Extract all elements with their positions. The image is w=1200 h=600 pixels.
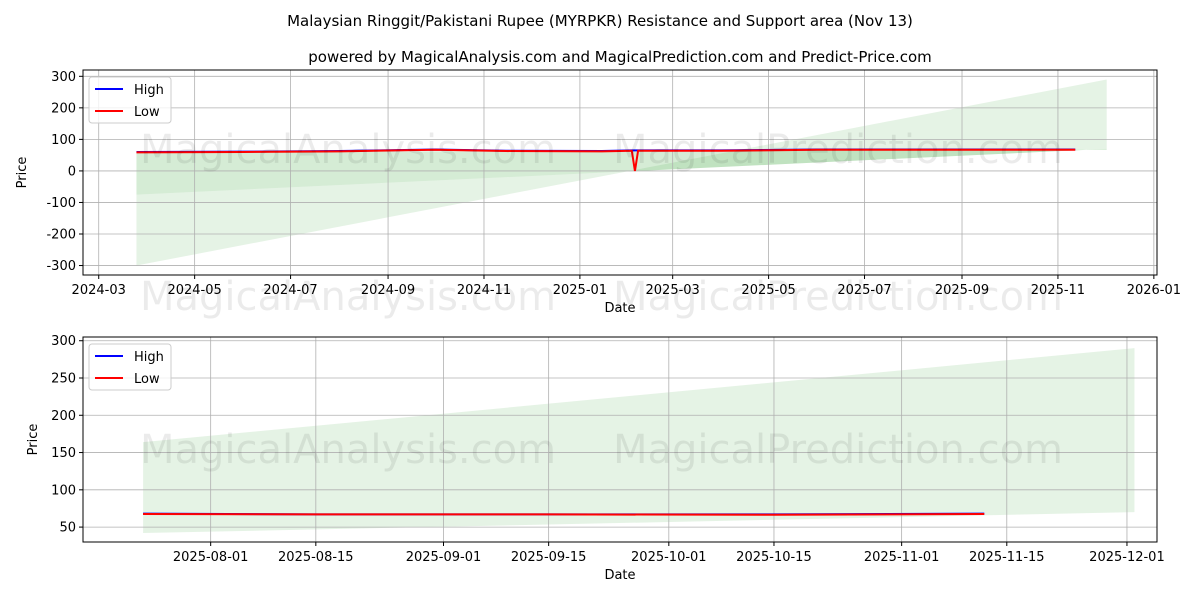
chart2-xtick-label: 2025-11-01 xyxy=(864,550,940,565)
chart2-xtick-label: 2025-12-01 xyxy=(1089,550,1165,565)
chart1-legend: High Low xyxy=(88,76,172,124)
chart1-legend-label-low: Low xyxy=(134,105,160,120)
chart2-legend-label-high: High xyxy=(134,350,164,365)
chart1-ytick-label: 0 xyxy=(68,164,76,179)
chart1-ytick-label: -100 xyxy=(46,196,76,211)
chart2-legend-label-low: Low xyxy=(134,372,160,387)
chart1-xtick-label: 2026-01 xyxy=(1127,283,1181,298)
chart1-xtick-label: 2024-11 xyxy=(457,283,511,298)
chart2-xtick-label: 2025-09-15 xyxy=(511,550,587,565)
chart2-ytick-label: 50 xyxy=(59,521,76,536)
chart1-xtick-label: 2025-03 xyxy=(646,283,700,298)
chart2-ytick-label: 300 xyxy=(51,334,76,349)
chart2-ytick-label: 250 xyxy=(51,372,76,387)
chart2-ylabel: Price xyxy=(26,424,41,456)
chart2-xtick-label: 2025-10-15 xyxy=(736,550,812,565)
chart1-xtick-label: 2025-01 xyxy=(553,283,607,298)
watermark: MagicalPrediction.com xyxy=(613,274,1063,320)
chart1-axes-frame xyxy=(82,69,1158,276)
chart-subtitle: powered by MagicalAnalysis.com and Magic… xyxy=(308,48,932,66)
chart1-ytick-label: 300 xyxy=(51,70,76,85)
chart2-xtick-label: 2025-09-01 xyxy=(406,550,482,565)
chart2-xtick-label: 2025-08-15 xyxy=(278,550,354,565)
chart1-series-low xyxy=(136,148,1076,172)
chart1-legend-label-high: High xyxy=(134,83,164,98)
chart2-series-low xyxy=(143,513,985,516)
chart2-xtick-label: 2025-08-01 xyxy=(173,550,249,565)
chart1-xtick-label: 2024-07 xyxy=(263,283,317,298)
chart1-xtick-label: 2024-09 xyxy=(361,283,415,298)
chart1-ytick-label: -300 xyxy=(46,259,76,274)
chart1-ytick-label: 100 xyxy=(51,133,76,148)
chart2-xtick-label: 2025-10-01 xyxy=(631,550,707,565)
chart1-xtick-label: 2025-07 xyxy=(837,283,891,298)
chart1-xtick-label: 2024-03 xyxy=(72,283,126,298)
chart2-ytick-label: 150 xyxy=(51,446,76,461)
chart2-axes-frame xyxy=(82,336,1158,543)
watermark: MagicalAnalysis.com xyxy=(140,274,556,320)
chart-title: Malaysian Ringgit/Pakistani Rupee (MYRPK… xyxy=(287,12,913,30)
chart1-xlabel: Date xyxy=(604,301,635,316)
chart1-ylabel: Price xyxy=(15,157,30,189)
chart2-ytick-label: 100 xyxy=(51,483,76,498)
chart1-xtick-label: 2025-09 xyxy=(935,283,989,298)
watermark: MagicalAnalysis.com xyxy=(140,127,556,173)
chart2-legend: High Low xyxy=(88,343,172,391)
chart2-xtick-label: 2025-11-15 xyxy=(969,550,1045,565)
chart1-xtick-label: 2025-11 xyxy=(1031,283,1085,298)
chart2-xlabel: Date xyxy=(604,568,635,583)
chart2-plot-area xyxy=(83,337,1157,542)
watermark: MagicalAnalysis.com xyxy=(140,427,556,473)
chart2-band-0 xyxy=(143,348,1135,534)
chart1-ytick-label: 200 xyxy=(51,101,76,116)
chart1-ytick-label: -200 xyxy=(46,228,76,243)
chart1-plot-area xyxy=(83,70,1157,275)
chart1-band-0 xyxy=(136,148,1107,195)
chart1-xtick-label: 2024-05 xyxy=(167,283,221,298)
chart2-ytick-label: 200 xyxy=(51,409,76,424)
chart1-xtick-label: 2025-05 xyxy=(741,283,795,298)
watermark: MagicalPrediction.com xyxy=(613,127,1063,173)
watermark: MagicalPrediction.com xyxy=(613,427,1063,473)
